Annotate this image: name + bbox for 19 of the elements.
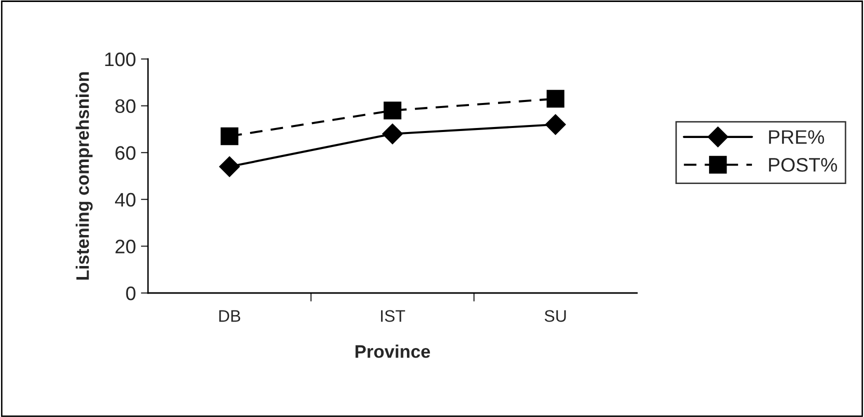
y-tick-label: 80 bbox=[115, 99, 136, 114]
x-tick-label: IST bbox=[381, 310, 406, 322]
x-tick-label: SU bbox=[544, 310, 566, 322]
x-tick-label: DB bbox=[219, 310, 240, 322]
point bbox=[382, 124, 403, 144]
legend-label: POST% bbox=[769, 158, 838, 172]
y-tick-label: 40 bbox=[115, 192, 136, 207]
y-tick-label: 60 bbox=[116, 146, 136, 160]
y-tick-label: 0 bbox=[126, 286, 136, 300]
y-axis-title: Listening comprehsnion bbox=[76, 72, 93, 280]
point bbox=[220, 127, 238, 146]
point bbox=[545, 114, 566, 135]
point bbox=[384, 102, 402, 120]
x-axis-title: Province bbox=[356, 344, 430, 358]
point bbox=[546, 90, 564, 108]
point bbox=[219, 156, 240, 177]
y-tick-label: 100 bbox=[105, 52, 136, 66]
y-tick-label: 20 bbox=[116, 240, 136, 254]
legend-label: PRE% bbox=[769, 130, 824, 144]
